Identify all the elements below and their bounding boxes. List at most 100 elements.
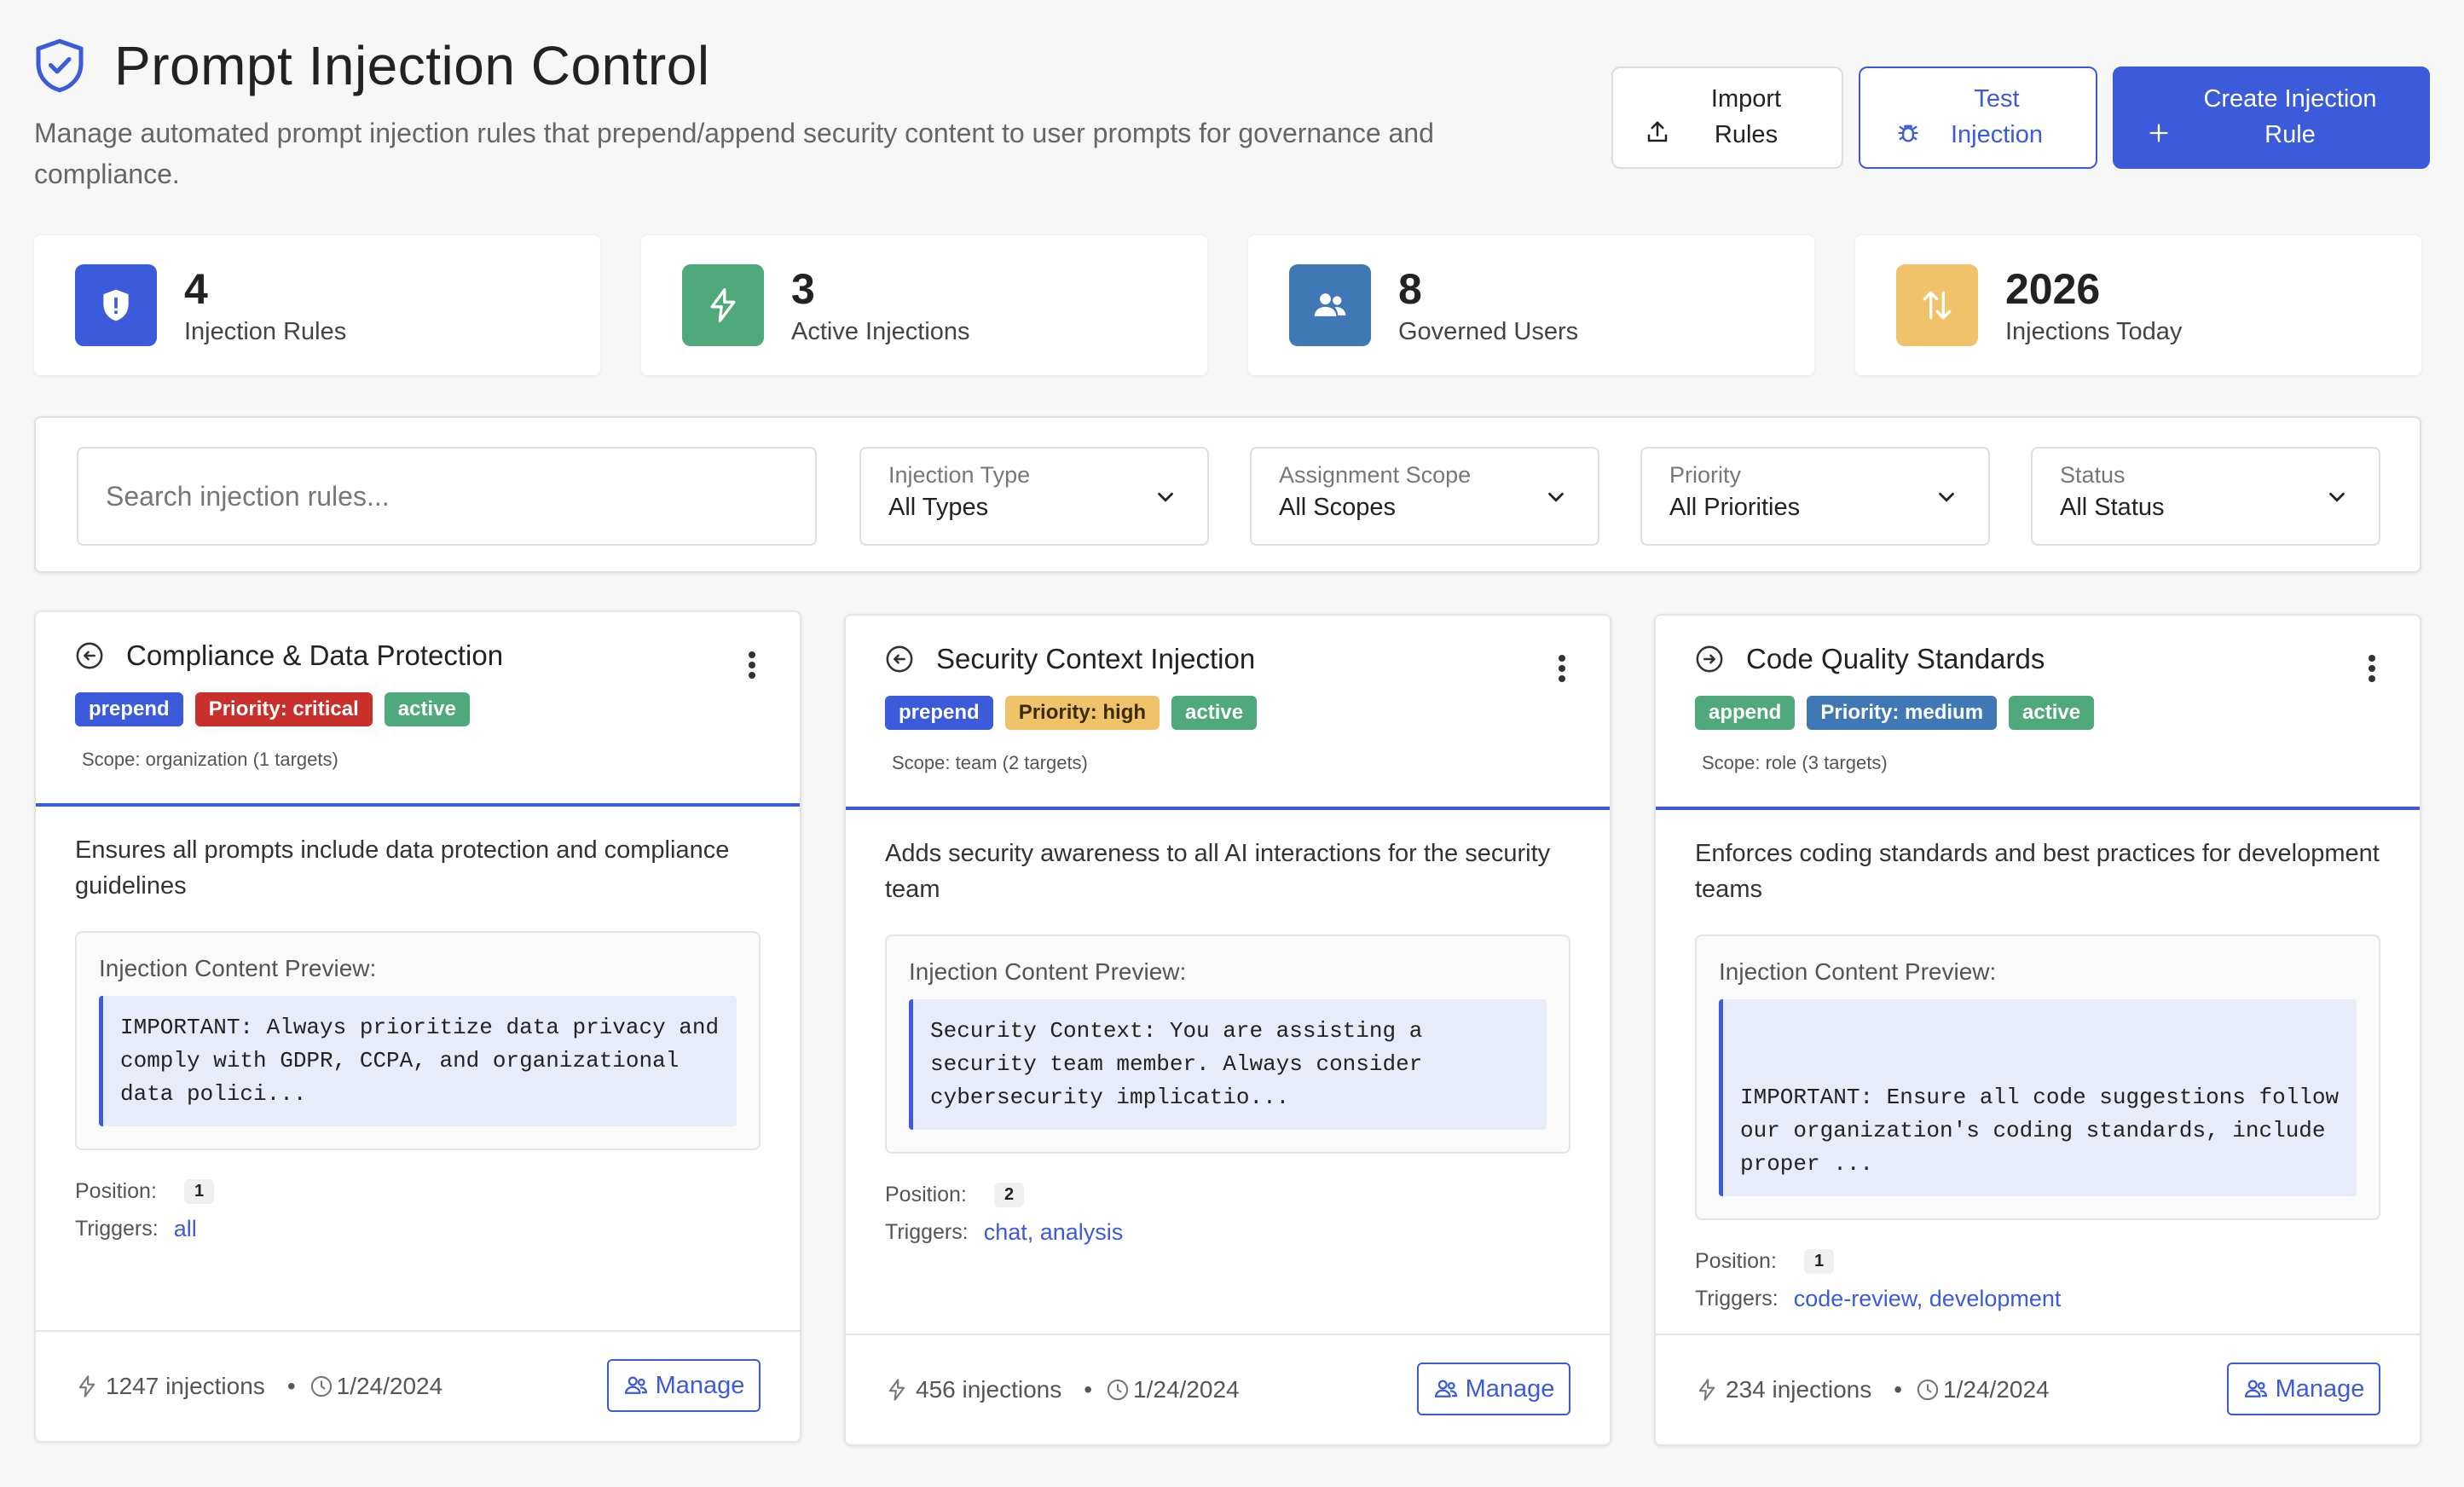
chevron-down-icon: [1939, 492, 1954, 502]
injection-preview: Injection Content Preview: Security Cont…: [885, 934, 1570, 1154]
arrow-left-circle-icon: [885, 645, 914, 674]
stat-card-injections-today: 2026 Injections Today: [1855, 235, 2421, 375]
separator-dot: •: [1084, 1376, 1093, 1403]
manage-label: Manage: [655, 1371, 745, 1399]
manage-button[interactable]: Manage: [2227, 1363, 2380, 1415]
chevron-down-icon: [1548, 492, 1564, 502]
header-actions: Import Rules Test Injection Create Injec…: [1611, 67, 2430, 169]
priority-badge: Priority: critical: [194, 692, 373, 726]
select-label: Status: [2060, 462, 2126, 488]
card-title: Security Context Injection: [936, 643, 1256, 674]
manage-label: Manage: [2275, 1374, 2365, 1403]
position-label: Position:: [75, 1179, 157, 1203]
type-badge: prepend: [885, 696, 993, 730]
injection-count: 234 injections: [1726, 1376, 1872, 1403]
kebab-menu-icon[interactable]: [743, 648, 761, 682]
position-badge: 1: [1804, 1249, 1835, 1274]
select-value: All Status: [2060, 494, 2165, 521]
test-injection-label: Test Injection: [1950, 84, 2043, 148]
import-rules-label: Import Rules: [1710, 84, 1782, 148]
rule-card: Code Quality Standards append Priority: …: [1654, 614, 2421, 1446]
stat-card-governed-users: 8 Governed Users: [1248, 235, 1814, 375]
bug-icon: [1895, 119, 1921, 155]
injection-preview: Injection Content Preview: IMPORTANT: Al…: [75, 931, 761, 1150]
arrow-left-circle-icon: [75, 641, 104, 670]
test-injection-button[interactable]: Test Injection: [1859, 67, 2097, 169]
import-rules-button[interactable]: Import Rules: [1611, 67, 1843, 169]
injection-count: 456 injections: [916, 1376, 1062, 1403]
status-badge: active: [2009, 696, 2095, 730]
stat-value: 2026: [2005, 264, 2101, 313]
lightning-icon: [78, 1375, 95, 1397]
position-badge: 2: [994, 1183, 1025, 1207]
card-title: Compliance & Data Protection: [126, 639, 504, 671]
updated-date: 1/24/2024: [1943, 1376, 2050, 1403]
priority-badge: Priority: high: [1004, 696, 1160, 730]
shield-check-icon: [34, 38, 85, 94]
updated-date: 1/24/2024: [336, 1373, 443, 1399]
card-title: Code Quality Standards: [1746, 643, 2045, 674]
stat-label: Injection Rules: [184, 317, 347, 345]
separator-dot: •: [1894, 1376, 1903, 1403]
triggers-value: all: [173, 1216, 197, 1241]
clock-icon: [1107, 1379, 1129, 1401]
manage-button[interactable]: Manage: [607, 1359, 761, 1412]
chevron-down-icon: [1158, 492, 1173, 502]
injection-preview: Injection Content Preview: IMPORTANT: En…: [1695, 934, 2380, 1220]
preview-label: Injection Content Preview:: [909, 958, 1187, 985]
page-subtitle: Manage automated prompt injection rules …: [34, 118, 1434, 189]
stat-label: Active Injections: [791, 317, 970, 345]
select-value: All Types: [888, 494, 989, 521]
kebab-menu-icon[interactable]: [1553, 651, 1570, 686]
scope-text: Scope: role (3 targets): [1702, 752, 1888, 773]
priority-select[interactable]: Priority All Priorities: [1640, 447, 1990, 546]
stat-value: 8: [1398, 264, 1422, 313]
triggers-label: Triggers:: [75, 1217, 159, 1241]
lightning-icon: [888, 1379, 905, 1401]
card-footer: 234 injections • 1/24/2024 Manage: [1656, 1334, 2420, 1444]
preview-code: IMPORTANT: Ensure all code suggestions f…: [1719, 999, 2357, 1196]
clock-icon: [1917, 1379, 1939, 1401]
stat-value: 3: [791, 264, 815, 313]
create-injection-rule-button[interactable]: Create Injection Rule: [2113, 67, 2430, 169]
preview-label: Injection Content Preview:: [1719, 958, 1997, 985]
card-footer: 1247 injections • 1/24/2024 Manage: [36, 1330, 800, 1441]
card-description: Enforces coding standards and best pract…: [1695, 840, 2380, 903]
preview-label: Injection Content Preview:: [99, 955, 377, 981]
shield-alert-icon: [75, 264, 157, 346]
users-icon: [2244, 1380, 2267, 1397]
status-select[interactable]: Status All Status: [2031, 447, 2380, 546]
card-footer: 456 injections • 1/24/2024 Manage: [846, 1334, 1610, 1444]
kebab-menu-icon[interactable]: [2363, 651, 2380, 686]
preview-code: IMPORTANT: Always prioritize data privac…: [99, 996, 737, 1126]
triggers-value: chat, analysis: [983, 1219, 1124, 1245]
injection-type-select[interactable]: Injection Type All Types: [859, 447, 1209, 546]
triggers-value: code-review, development: [1793, 1286, 2062, 1311]
manage-label: Manage: [1465, 1374, 1555, 1403]
arrows-up-down-icon: [1896, 264, 1978, 346]
injection-count: 1247 injections: [106, 1373, 265, 1399]
page-header: Prompt Injection Control Manage automate…: [34, 34, 2430, 205]
manage-button[interactable]: Manage: [1417, 1363, 1570, 1415]
rule-card: Security Context Injection prepend Prior…: [844, 614, 1611, 1446]
triggers-label: Triggers:: [885, 1220, 969, 1244]
search-input[interactable]: [77, 447, 817, 546]
chevron-down-icon: [2329, 492, 2345, 502]
separator-dot: •: [286, 1373, 296, 1399]
assignment-scope-select[interactable]: Assignment Scope All Scopes: [1250, 447, 1599, 546]
triggers-label: Triggers:: [1695, 1287, 1779, 1311]
stat-card-injection-rules: 4 Injection Rules: [34, 235, 600, 375]
upload-icon: [1645, 119, 1670, 155]
select-label: Assignment Scope: [1279, 462, 1472, 488]
page-title: Prompt Injection Control: [114, 35, 710, 96]
position-label: Position:: [885, 1183, 967, 1206]
stat-card-active-injections: 3 Active Injections: [641, 235, 1207, 375]
select-label: Injection Type: [888, 462, 1031, 488]
rule-card: Compliance & Data Protection prepend Pri…: [34, 610, 801, 1443]
stats-row: 4 Injection Rules 3 Active Injections 8 …: [34, 235, 2421, 375]
status-badge: active: [1171, 696, 1258, 730]
stat-label: Governed Users: [1398, 317, 1579, 345]
select-label: Priority: [1669, 462, 1742, 488]
users-icon: [624, 1376, 647, 1394]
priority-badge: Priority: medium: [1807, 696, 1998, 730]
